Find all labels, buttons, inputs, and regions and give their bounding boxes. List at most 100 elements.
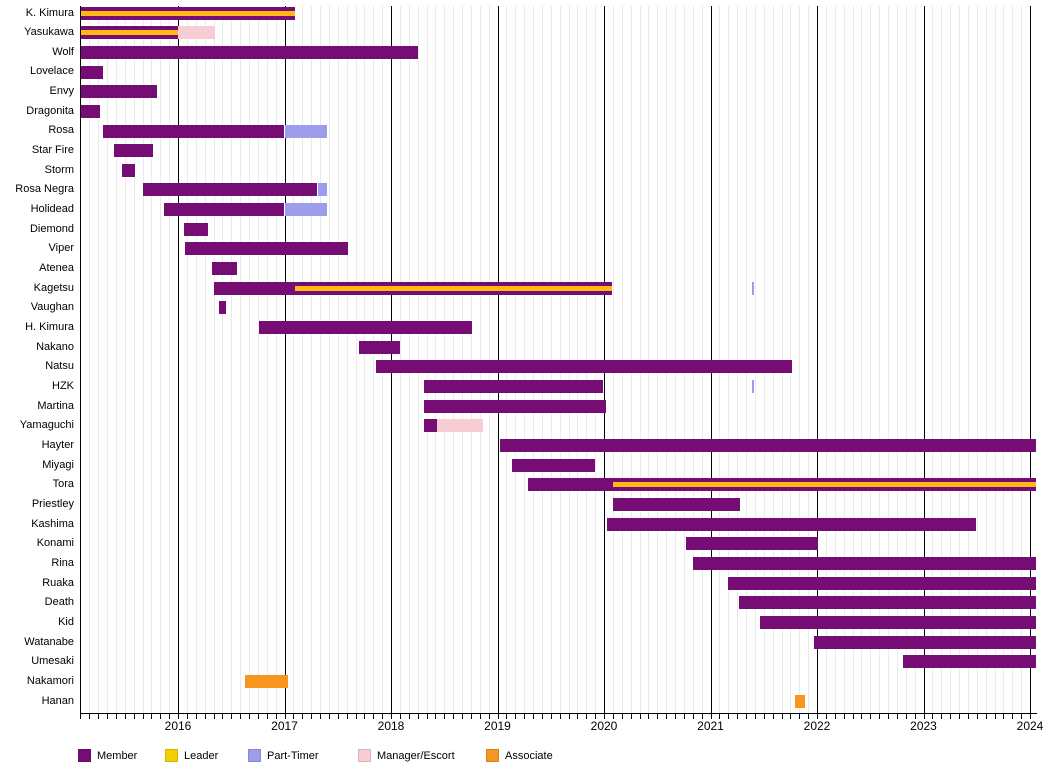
month-gridline [115,6,117,713]
axis-tick [124,714,126,719]
legend-label: Manager/Escort [377,750,455,762]
month-gridline [506,6,508,713]
axis-tick [976,714,978,719]
row-label: Kagetsu [33,281,74,294]
axis-tick [959,714,960,719]
month-gridline [994,6,996,713]
year-gridline [604,6,605,713]
axis-tick [728,714,730,719]
month-gridline [89,6,91,713]
axis-tick [630,714,632,719]
row-label: Yamaguchi [19,419,74,432]
row-label: Martina [37,399,74,412]
month-gridline [186,6,188,713]
axis-tick [719,714,721,719]
month-gridline [479,6,481,713]
axis-tick [151,714,153,719]
month-gridline [266,6,268,713]
legend-label: Part-Timer [267,750,319,762]
month-gridline [169,6,171,713]
year-gridline [284,6,286,713]
axis-tick [497,714,499,719]
row-label: K. Kimura [25,6,74,19]
axis-tick [257,714,259,719]
axis-tick [408,714,410,719]
axis-tick [506,714,508,719]
axis-tick [541,714,543,719]
axis-tick [355,714,357,719]
year-gridline [391,6,392,713]
axis-tick [524,714,526,719]
timeline-bar-member [359,340,400,354]
axis-tick [568,714,570,719]
axis-tick [870,714,872,719]
month-gridline [843,6,845,713]
month-gridline [586,6,588,713]
x-axis-year-label: 2020 [590,719,618,733]
legend-swatch-member [78,749,91,762]
timeline-bar-member [813,635,1037,649]
month-gridline [311,6,313,713]
axis-tick [914,714,916,719]
axis-tick [834,714,836,719]
row-label: Natsu [45,360,74,373]
month-gridline [346,6,348,713]
timeline-bar-member [727,576,1037,590]
row-label: Umesaki [31,655,74,668]
axis-tick [213,714,215,719]
timeline-bar-member [80,104,101,118]
axis-tick [1012,714,1014,719]
x-axis-year-label: 2019 [484,719,511,733]
timeline-bar-member [686,537,819,551]
month-gridline [612,6,614,713]
month-gridline [249,6,250,713]
row-label: Watanabe [24,635,74,648]
year-gridline [710,6,712,713]
axis-tick [1021,714,1023,719]
timeline-bar-member [80,65,104,79]
axis-tick [302,714,304,719]
axis-tick [89,714,91,719]
month-gridline [941,6,943,713]
timeline-bar-member [759,616,1037,629]
month-gridline [763,6,765,713]
axis-tick [284,714,286,719]
row-label: Rosa Negra [15,183,74,196]
axis-tick [577,714,579,719]
month-gridline [790,6,792,713]
row-label: Nakano [36,340,74,353]
month-gridline [541,6,543,713]
timeline-bar-member [693,557,1037,570]
axis-tick [107,714,108,719]
row-label: Kid [58,615,74,628]
month-gridline [888,6,889,713]
axis-tick [266,714,268,719]
month-gridline [382,6,384,713]
leader-stripe [80,30,178,36]
axis-tick [479,714,481,719]
month-gridline [754,6,756,713]
axis-tick [861,714,863,719]
axis-tick [337,714,339,719]
axis-tick [941,714,943,719]
year-gridline [497,6,499,713]
row-label: Death [44,596,74,609]
axis-tick [763,714,765,719]
month-gridline [488,6,490,713]
axis-tick [896,714,898,719]
x-axis-year-label: 2016 [164,719,192,733]
axis-tick [204,714,206,719]
month-gridline [417,6,419,713]
x-axis-year-label: 2021 [697,719,724,733]
month-gridline [967,6,969,713]
timeline-bar-member [114,144,154,158]
row-label: Priestley [31,498,74,510]
month-gridline [959,6,960,713]
timeline-bar-member [424,380,603,393]
timeline-bar-manager [436,419,483,433]
axis-tick [1003,714,1005,719]
axis-tick [604,714,605,719]
month-gridline [107,6,108,713]
month-gridline [852,6,854,713]
row-label: Storm [44,163,74,176]
